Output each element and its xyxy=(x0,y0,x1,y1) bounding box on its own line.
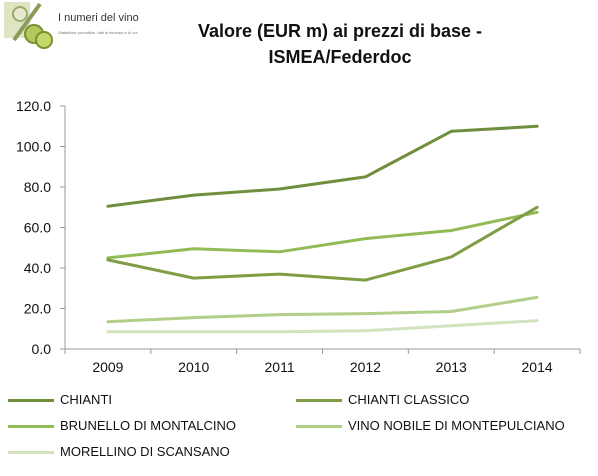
series-line-morellino-di-scansano xyxy=(106,319,539,334)
y-tick-label: 100.0 xyxy=(16,139,51,155)
series-line-chianti-classico xyxy=(106,205,539,282)
legend-item: MORELLINO DI SCANSANO xyxy=(8,444,230,459)
legend-item: CHIANTI CLASSICO xyxy=(296,392,469,407)
y-tick-label: 20.0 xyxy=(24,301,51,317)
legend-item: CHIANTI xyxy=(8,392,112,407)
y-tick-label: 120.0 xyxy=(16,98,51,114)
logo: I numeri del vino Statistiche produttive… xyxy=(0,0,139,52)
x-tick-label: 2010 xyxy=(178,359,209,375)
legend-swatch xyxy=(8,451,54,455)
y-tick-label: 60.0 xyxy=(24,220,51,236)
y-tick-label: 0.0 xyxy=(32,341,52,357)
y-tick-label: 40.0 xyxy=(24,260,51,276)
x-tick-label: 2013 xyxy=(436,359,467,375)
legend-swatch xyxy=(296,425,342,429)
legend-swatch xyxy=(8,399,54,403)
series-line-vino-nobile-di-montepulciano xyxy=(106,295,539,324)
legend-label: MORELLINO DI SCANSANO xyxy=(60,444,230,459)
legend-label: VINO NOBILE DI MONTEPULCIANO xyxy=(348,418,565,433)
legend-label: BRUNELLO DI MONTALCINO xyxy=(60,418,237,433)
series-line-brunello-di-montalcino xyxy=(106,210,539,260)
y-tick-label: 80.0 xyxy=(24,179,51,195)
x-tick-label: 2012 xyxy=(350,359,381,375)
x-tick-label: 2014 xyxy=(522,359,553,375)
series-line-chianti xyxy=(106,124,539,208)
logo-subtext: Statistiche produttive, dati di mercato … xyxy=(58,30,138,35)
legend-item: BRUNELLO DI MONTALCINO xyxy=(8,418,236,433)
logo-text: I numeri del vino xyxy=(58,12,139,24)
x-tick-label: 2011 xyxy=(265,359,295,375)
legend-label: CHIANTI CLASSICO xyxy=(348,392,470,407)
legend-item: VINO NOBILE DI MONTEPULCIANO xyxy=(296,418,565,433)
chart-title: Valore (EUR m) ai prezzi di base - ISMEA… xyxy=(197,21,483,67)
legend-label: CHIANTI xyxy=(60,392,112,407)
legend-swatch xyxy=(296,399,342,403)
x-tick-label: 2009 xyxy=(92,359,123,375)
legend-swatch xyxy=(8,425,54,429)
logo-percent-icon xyxy=(4,2,53,49)
